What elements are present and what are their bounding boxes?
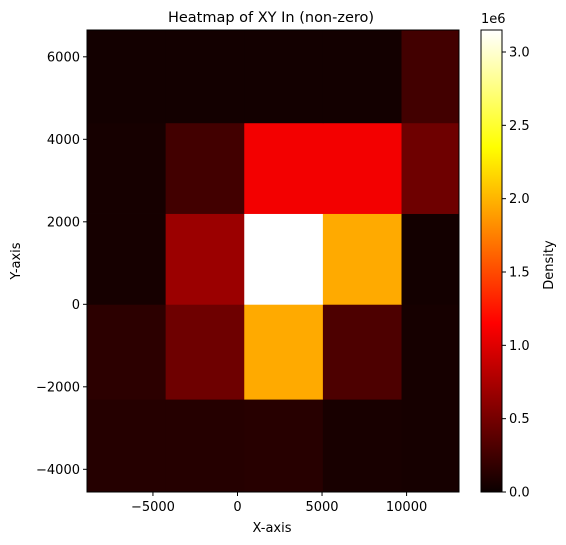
heatmap-cell xyxy=(244,213,324,305)
x-axis-ticks: −5000 0 5000 10000 xyxy=(131,492,427,515)
colorbar xyxy=(480,29,503,493)
heatmap-cell xyxy=(401,399,460,493)
y-tick-label: 2000 xyxy=(47,215,80,230)
y-tick-label: 0 xyxy=(72,298,80,313)
y-axis-ticks: −4000 −2000 0 2000 4000 6000 xyxy=(36,50,87,478)
heatmap-cell xyxy=(87,399,167,493)
heatmap-cell xyxy=(244,304,324,400)
heatmap-cells xyxy=(87,30,460,493)
x-tick-label: 5000 xyxy=(305,500,338,515)
colorbar-tick-label: 2.0 xyxy=(509,192,530,207)
heatmap-cell xyxy=(165,399,245,493)
heatmap-cell xyxy=(322,122,402,214)
x-tick-label: 0 xyxy=(233,500,241,515)
heatmap-cell xyxy=(322,399,402,493)
heatmap-cell xyxy=(165,30,245,124)
heatmap-cell xyxy=(87,122,167,214)
colorbar-label: Density xyxy=(542,240,557,290)
heatmap-cell xyxy=(87,30,167,124)
heatmap-cell xyxy=(244,122,324,214)
heatmap-cell xyxy=(401,213,460,305)
y-tick-label: 6000 xyxy=(47,50,80,65)
y-tick-label: 4000 xyxy=(47,133,80,148)
heatmap-cell xyxy=(87,213,167,305)
colorbar-tick-label: 3.0 xyxy=(509,46,530,61)
colorbar-tick-label: 1.0 xyxy=(509,339,530,354)
heatmap-cell xyxy=(244,30,324,124)
colorbar-tick-label: 2.5 xyxy=(509,119,530,134)
heatmap-cell xyxy=(401,122,460,214)
y-tick-label: −2000 xyxy=(36,380,80,395)
chart-title: Heatmap of XY In (non-zero) xyxy=(168,10,374,26)
colorbar-tick-label: 1.5 xyxy=(509,266,530,281)
heatmap-cell xyxy=(87,304,167,400)
y-tick-label: −4000 xyxy=(36,463,80,478)
heatmap-cell xyxy=(322,30,402,124)
heatmap-cell xyxy=(401,304,460,400)
heatmap-cell xyxy=(244,399,324,493)
colorbar-tick-label: 0.5 xyxy=(509,412,530,427)
heatmap-cell xyxy=(322,304,402,400)
colorbar-tick-label: 0.0 xyxy=(509,486,530,501)
heatmap-cell xyxy=(165,122,245,214)
heatmap-cell xyxy=(401,30,460,124)
x-tick-label: 10000 xyxy=(386,500,427,515)
y-axis-label: Y-axis xyxy=(9,242,24,280)
colorbar-ticks: 0.0 0.5 1.0 1.5 2.0 2.5 3.0 xyxy=(502,46,530,501)
colorbar-scale-label: 1e6 xyxy=(481,12,506,27)
x-axis-label: X-axis xyxy=(253,521,292,536)
heatmap-cell xyxy=(165,213,245,305)
plot-frame xyxy=(86,29,460,493)
x-tick-label: −5000 xyxy=(131,500,175,515)
heatmap-cell xyxy=(165,304,245,400)
heatmap-cell xyxy=(322,213,402,305)
